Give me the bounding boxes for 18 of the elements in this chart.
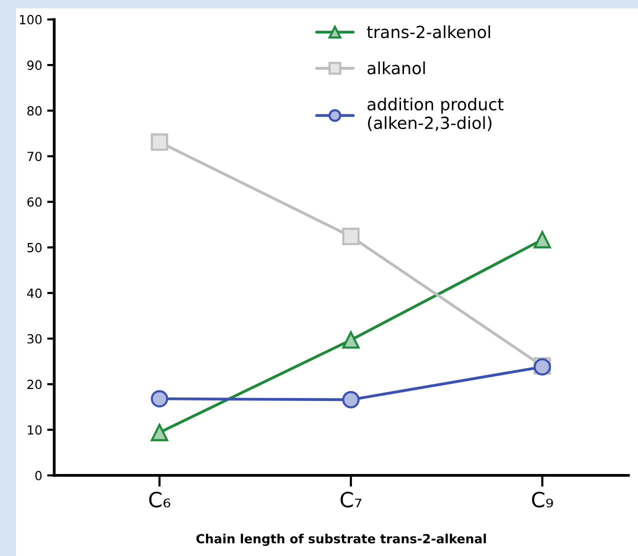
- x-tick-label: C₆: [149, 492, 170, 508]
- legend-label: trans-2-alkenol: [367, 25, 490, 38]
- y-tick-label: 30: [27, 334, 42, 344]
- y-tick-label: 50: [27, 242, 42, 252]
- x-tick-label: C₉: [532, 492, 553, 508]
- y-tick-label: 100: [20, 14, 42, 24]
- x-axis-title: Chain length of substrate trans-2-alkenal: [196, 534, 486, 546]
- legend-label: addition product (alken-2,3-diol): [368, 98, 504, 132]
- y-tick-label: 20: [27, 380, 42, 390]
- legend-label: alkanol: [368, 61, 425, 74]
- x-tick-label: C₇: [340, 492, 362, 508]
- y-tick-label: 0: [35, 470, 42, 480]
- y-tick-label: 10: [28, 425, 42, 435]
- y-tick-label: 80: [27, 106, 42, 116]
- y-tick-label: 90: [27, 60, 42, 70]
- y-tick-label: 70: [28, 152, 42, 162]
- y-tick-label: 60: [27, 197, 42, 207]
- y-tick-label: 40: [27, 288, 42, 298]
